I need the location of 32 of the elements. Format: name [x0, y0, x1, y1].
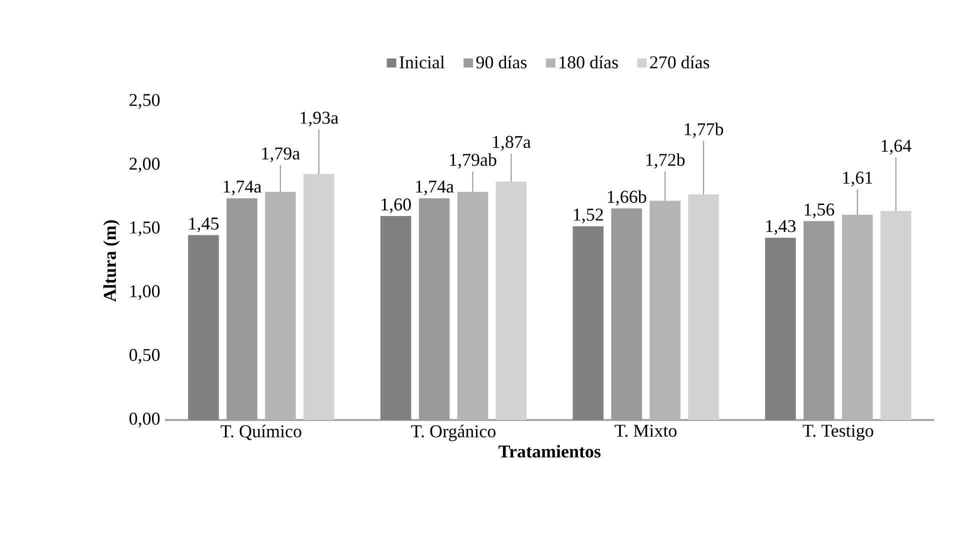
data-label: 1,79ab: [450, 153, 496, 168]
data-label: 1,45: [189, 218, 219, 232]
data-label: 1,79a: [262, 147, 300, 162]
data-label: 1,64: [882, 140, 912, 154]
data-label: 1,61: [843, 172, 872, 186]
data-label: 1,74a: [224, 180, 262, 196]
data-label: 1,56: [804, 204, 834, 218]
legend-label: 270 días: [650, 56, 710, 68]
data-label: 1,43: [766, 220, 796, 235]
data-label: 1,52: [574, 208, 603, 224]
x-tick-label: T. Testigo: [802, 424, 874, 441]
legend-label: 90 días: [476, 56, 527, 68]
y-tick-label: 1,00: [130, 285, 160, 300]
y-tick-label: 2,50: [130, 94, 160, 109]
data-label: 1,87a: [493, 136, 531, 151]
data-label: 1,66b: [608, 190, 646, 206]
y-tick-label: 2,00: [130, 158, 160, 172]
legend-label: Inicial: [400, 56, 445, 68]
data-label: 1,60: [382, 198, 411, 214]
data-label: 1,77b: [684, 122, 724, 138]
y-tick-label: 0,00: [129, 412, 160, 428]
legend-label: 180 días: [560, 56, 618, 68]
x-tick-label: T. Mixto: [614, 424, 676, 437]
x-tick-label: T. Orgánico: [411, 424, 496, 442]
data-label: 1,93a: [300, 112, 338, 126]
y-tick-label: 1,50: [130, 221, 160, 236]
y-tick-label: 0,50: [129, 348, 160, 364]
x-tick-label: T. Químico: [220, 424, 302, 440]
data-label: 1,72b: [646, 153, 685, 168]
y-axis-title: Altura (m): [103, 220, 120, 302]
data-label: 1,74a: [416, 180, 454, 196]
x-axis-title: Tratamientos: [498, 444, 601, 458]
